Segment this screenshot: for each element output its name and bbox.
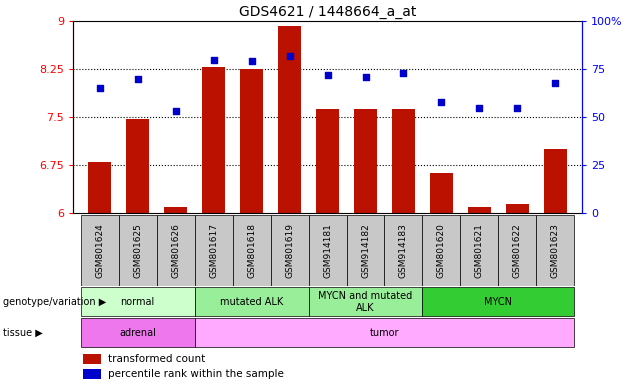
Text: normal: normal (121, 297, 155, 307)
Bar (83, 354, 101, 364)
Point (132, 76, 142, 82)
Bar (127, 119, 149, 213)
Text: MYCN: MYCN (485, 297, 513, 307)
Text: GSM801619: GSM801619 (285, 223, 294, 278)
Point (170, 108, 181, 114)
Bar (392, 109, 415, 213)
Text: transformed count: transformed count (107, 354, 205, 364)
Bar (316, 109, 339, 213)
FancyBboxPatch shape (195, 215, 233, 286)
Bar (83, 369, 101, 379)
Title: GDS4621 / 1448664_a_at: GDS4621 / 1448664_a_at (239, 5, 416, 19)
Text: GSM801622: GSM801622 (513, 223, 522, 278)
Text: GSM801617: GSM801617 (209, 223, 218, 278)
Bar (240, 69, 263, 213)
Text: percentile rank within the sample: percentile rank within the sample (107, 369, 284, 379)
Text: GSM914183: GSM914183 (399, 223, 408, 278)
FancyBboxPatch shape (195, 318, 574, 347)
Text: GSM914182: GSM914182 (361, 223, 370, 278)
FancyBboxPatch shape (233, 215, 270, 286)
Text: GSM801623: GSM801623 (551, 223, 560, 278)
Point (284, 53, 294, 59)
Text: tumor: tumor (370, 328, 399, 338)
Text: tissue ▶: tissue ▶ (3, 328, 43, 338)
Bar (468, 207, 491, 213)
FancyBboxPatch shape (156, 215, 195, 286)
Text: GSM801620: GSM801620 (437, 223, 446, 278)
FancyBboxPatch shape (270, 215, 308, 286)
Bar (430, 174, 453, 213)
Point (209, 56, 219, 63)
FancyBboxPatch shape (347, 215, 385, 286)
Text: GSM801624: GSM801624 (95, 223, 104, 278)
Text: mutated ALK: mutated ALK (220, 297, 283, 307)
Text: GSM801626: GSM801626 (171, 223, 180, 278)
Text: MYCN and mutated
ALK: MYCN and mutated ALK (319, 291, 413, 313)
FancyBboxPatch shape (422, 215, 460, 286)
Bar (506, 204, 529, 213)
Bar (278, 26, 301, 213)
Bar (202, 67, 225, 213)
Point (322, 72, 333, 78)
FancyBboxPatch shape (195, 288, 308, 316)
Point (436, 99, 446, 105)
Point (474, 104, 485, 111)
Text: GSM801625: GSM801625 (133, 223, 142, 278)
Text: GSM801621: GSM801621 (475, 223, 484, 278)
Text: GSM914181: GSM914181 (323, 223, 332, 278)
FancyBboxPatch shape (81, 318, 195, 347)
FancyBboxPatch shape (499, 215, 536, 286)
Bar (88, 162, 111, 213)
Bar (164, 207, 187, 213)
FancyBboxPatch shape (308, 215, 347, 286)
FancyBboxPatch shape (460, 215, 499, 286)
Text: genotype/variation ▶: genotype/variation ▶ (3, 297, 106, 307)
FancyBboxPatch shape (385, 215, 422, 286)
FancyBboxPatch shape (81, 215, 119, 286)
Text: adrenal: adrenal (120, 328, 156, 338)
FancyBboxPatch shape (119, 215, 156, 286)
Point (247, 58, 257, 65)
Bar (544, 149, 567, 213)
FancyBboxPatch shape (536, 215, 574, 286)
FancyBboxPatch shape (422, 288, 574, 316)
Point (513, 104, 523, 111)
FancyBboxPatch shape (81, 288, 195, 316)
Point (95, 85, 105, 91)
FancyBboxPatch shape (308, 288, 422, 316)
Point (398, 70, 408, 76)
Point (550, 79, 560, 86)
Text: GSM801618: GSM801618 (247, 223, 256, 278)
Bar (354, 109, 377, 213)
Point (361, 74, 371, 80)
